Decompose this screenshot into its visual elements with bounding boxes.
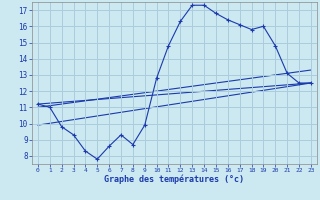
- X-axis label: Graphe des températures (°c): Graphe des températures (°c): [104, 175, 244, 184]
